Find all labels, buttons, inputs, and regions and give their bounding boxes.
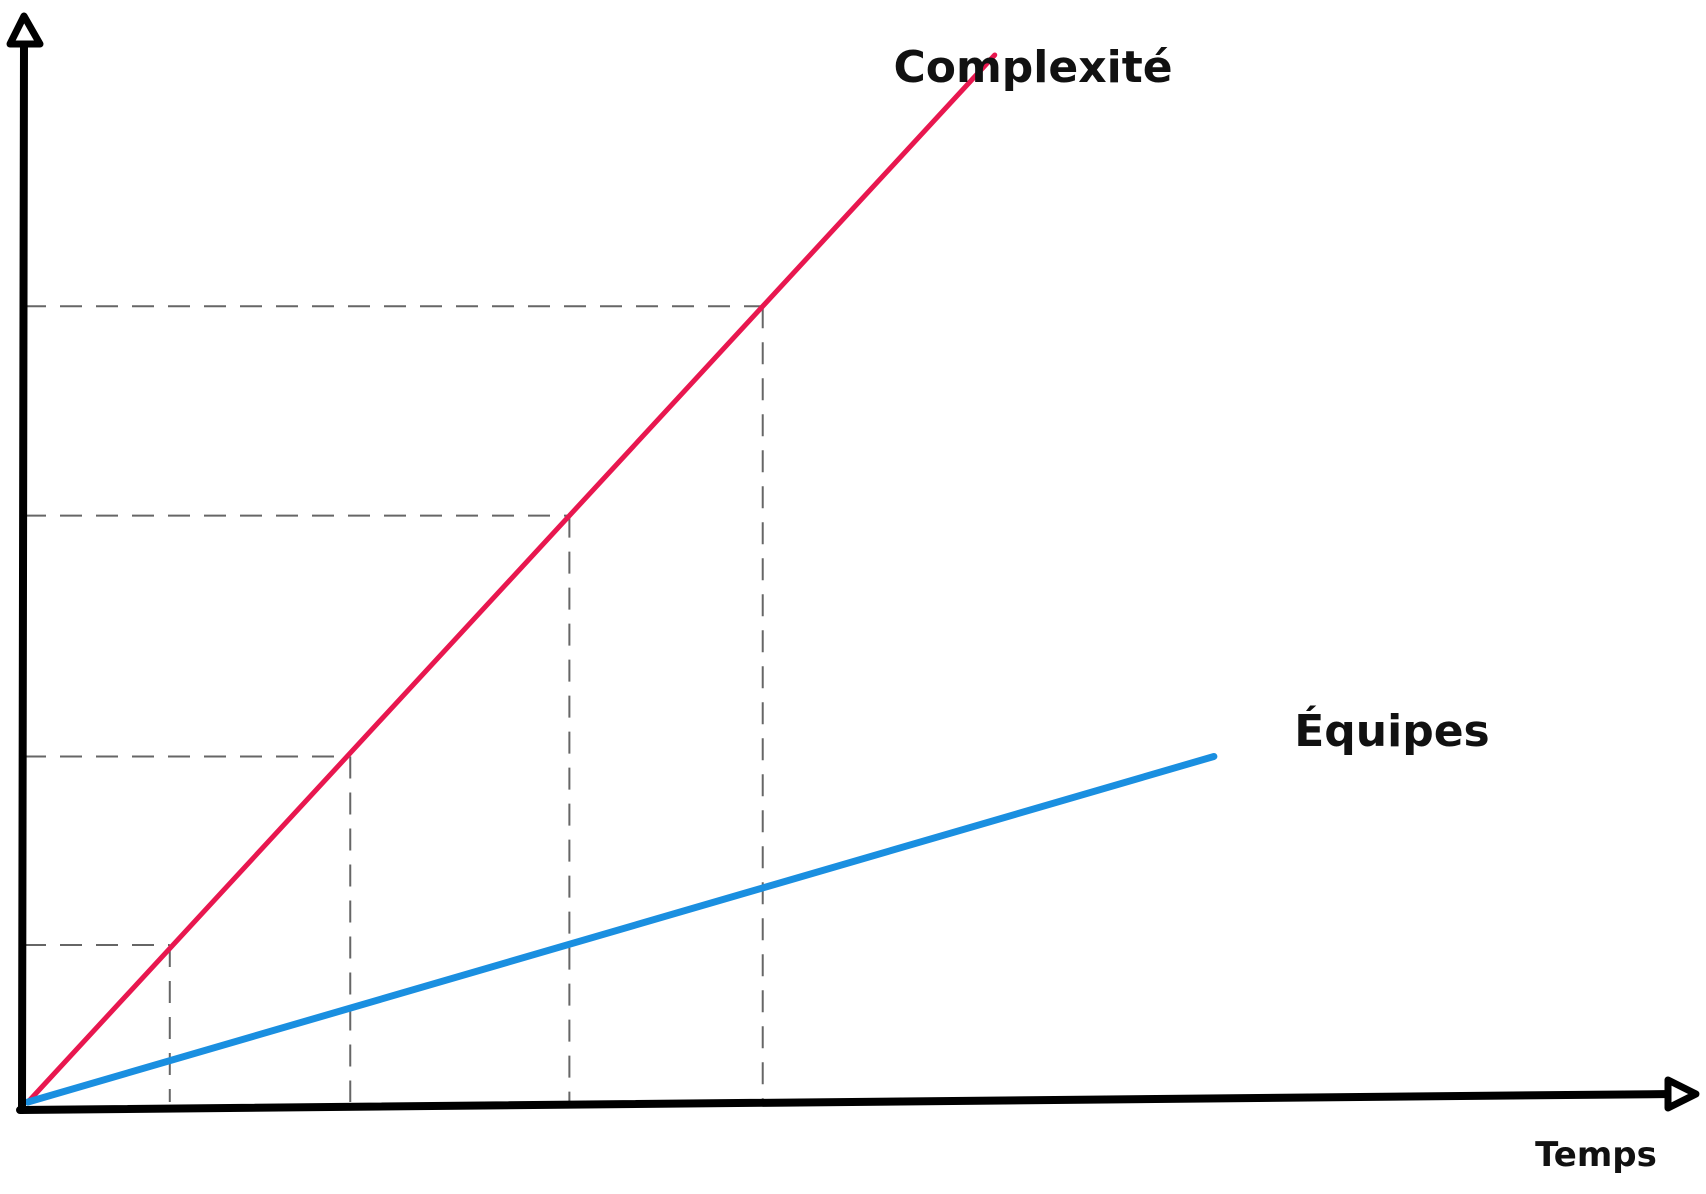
x-axis [16,1090,1676,1114]
series-line-0 [25,52,998,1105]
x-axis-arrow [1664,1076,1700,1112]
y-axis-arrow [6,12,44,48]
series-lines [24,52,1218,1106]
series-label-complexite: Complexité [893,42,1172,93]
series-label-equipes: Équipes [1294,704,1490,757]
x-axis-label: Temps [1535,1135,1657,1175]
reference-lines [24,305,764,1102]
y-axis [18,38,28,1114]
series-line-1 [24,752,1218,1106]
